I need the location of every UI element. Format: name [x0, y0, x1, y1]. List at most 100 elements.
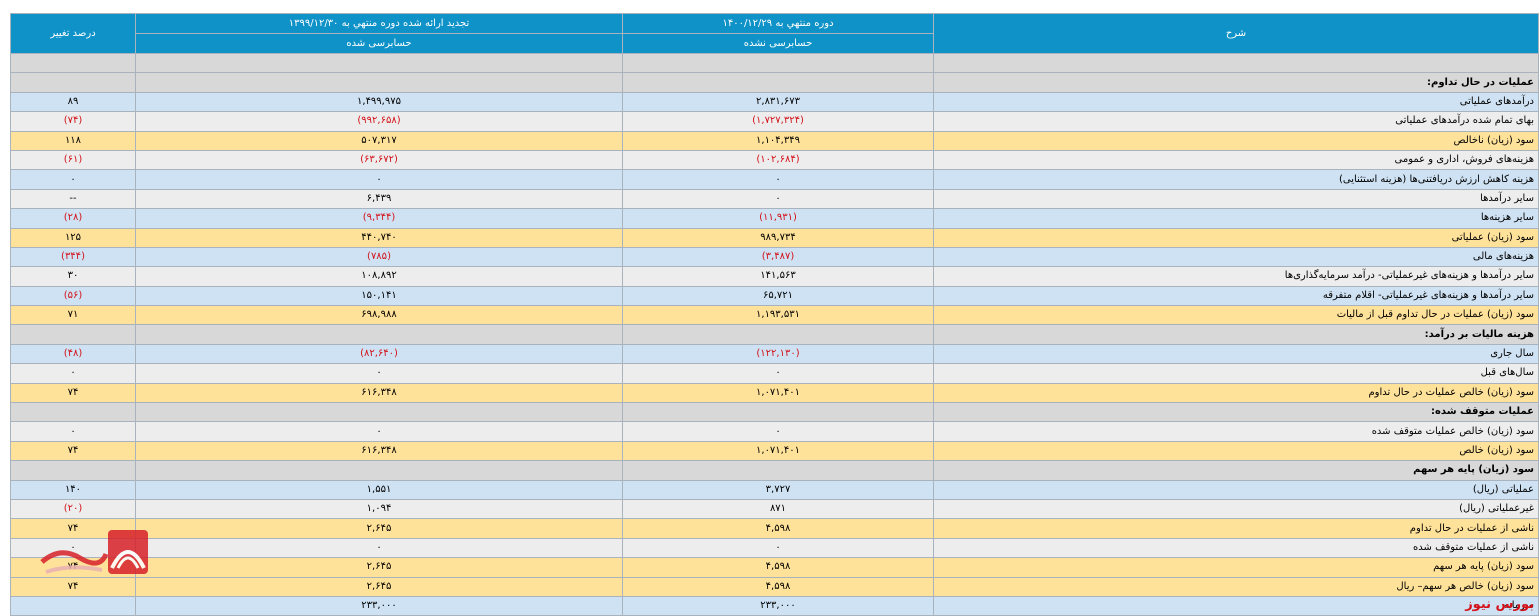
table-row: سود (زیان) خالص عملیات متوقف شده ۰ ۰ ۰ — [10, 421, 1539, 442]
table-row: غیرعملیاتی (ریال) ۸۷۱ ۱,۰۹۴ (۲۰) — [10, 498, 1539, 520]
header-previous-audit-status: حسابرسی شده — [135, 33, 623, 54]
table-row: سود (زیان) خالص ۱,۰۷۱,۴۰۱ ۶۱۶,۳۴۸ ۷۴ — [10, 440, 1539, 462]
row-percent-change: ۸۹ — [10, 91, 136, 113]
brand-watermark: بورس نیوز — [1465, 597, 1534, 612]
row-current-value: ۰ — [622, 421, 934, 442]
table-row: هزینه‌های فروش، اداری و عمومی (۱۰۲,۶۸۴) (۶… — [10, 149, 1539, 171]
row-percent-change: (۶۱) — [10, 149, 136, 171]
row-percent-change: ۱۲۵ — [10, 227, 136, 248]
row-previous-value: ۱,۰۹۴ — [135, 498, 623, 520]
row-previous-value: ۰ — [135, 537, 623, 559]
row-previous-value: ۶۱۶,۳۴۸ — [135, 382, 623, 404]
row-percent-change: (۲۸) — [10, 208, 136, 229]
table-row: عملیاتی (ریال) ۳,۷۲۷ ۱,۵۵۱ ۱۴۰ — [10, 479, 1539, 500]
row-previous-value — [135, 402, 623, 423]
row-current-value: ۱,۰۷۱,۴۰۱ — [622, 382, 934, 404]
header-current-audit-status: حسابرسی نشده — [622, 33, 934, 54]
row-description: سال جاری — [933, 343, 1539, 365]
row-previous-value — [135, 72, 623, 93]
row-percent-change: ۳۰ — [10, 266, 136, 287]
row-current-value: ۰ — [622, 188, 934, 210]
table-row: ناشی از عملیات در حال تداوم ۴,۵۹۸ ۲,۶۴۵ ۷۴ — [10, 518, 1539, 539]
row-previous-value: ۰ — [135, 169, 623, 190]
row-percent-change — [10, 324, 136, 345]
row-description: سایر درآمدها — [933, 188, 1539, 210]
row-current-value: (۱۲۲,۱۳۰) — [622, 343, 934, 365]
table-row: درآمدهای عملیاتی ۲,۸۳۱,۶۷۳ ۱,۴۹۹,۹۷۵ ۸۹ — [10, 91, 1539, 113]
row-previous-value — [135, 52, 623, 74]
table-row: سود (زیان) خالص هر سهم– ریال ۴,۵۹۸ ۲,۶۴۵ ۷۴ — [10, 576, 1539, 597]
row-current-value: ۹۸۹,۷۳۴ — [622, 227, 934, 248]
row-description: عملیات در حال تداوم: — [933, 72, 1539, 93]
row-description: سود (زیان) خالص — [933, 440, 1539, 462]
table-row: سال‌های قبل ۰ ۰ ۰ — [10, 363, 1539, 384]
row-previous-value: ۵۰۷,۳۱۷ — [135, 130, 623, 151]
row-description: سود (زیان) پایه هر سهم — [933, 557, 1539, 578]
row-percent-change: (۴۸) — [10, 343, 136, 365]
row-current-value: ۳,۷۲۷ — [622, 479, 934, 500]
row-description: سایر هزینه‌ها — [933, 208, 1539, 229]
section-header-row: عملیات متوقف شده: — [10, 402, 1539, 423]
row-description: غیرعملیاتی (ریال) — [933, 498, 1539, 520]
row-description: هزینه کاهش ارزش دریافتنی‌ها (هزینه استثن… — [933, 169, 1539, 190]
row-previous-value: ۲,۶۴۵ — [135, 518, 623, 539]
row-previous-value: ۶,۴۳۹ — [135, 188, 623, 210]
row-previous-value: ۱۰۸,۸۹۲ — [135, 266, 623, 287]
row-current-value: ۲,۸۳۱,۶۷۳ — [622, 91, 934, 113]
row-previous-value: ۰ — [135, 421, 623, 442]
header-subrow: حسابرسی نشده حسابرسی شده — [11, 33, 1539, 54]
row-percent-change: -- — [10, 188, 136, 210]
row-percent-change: (۳۴۴) — [10, 246, 136, 268]
row-current-value: ۸۷۱ — [622, 498, 934, 520]
row-percent-change — [10, 595, 136, 616]
row-previous-value: ۲۳۳,۰۰۰ — [135, 595, 623, 616]
row-description — [933, 52, 1539, 74]
row-previous-value: (۹۹۲,۶۵۸) — [135, 111, 623, 132]
table-row: بهای تمام شده درآمدهای عملیاتی (۱,۷۲۷,۳۲۴… — [10, 111, 1539, 132]
row-description: سرمایه — [933, 595, 1539, 616]
row-current-value: ۴,۵۹۸ — [622, 576, 934, 597]
row-previous-value: ۲,۶۴۵ — [135, 557, 623, 578]
row-current-value: ۱,۱۹۳,۵۳۱ — [622, 305, 934, 326]
header-percent-change: درصد تغییر — [10, 13, 136, 54]
table-row: سود (زیان) عملیات در حال تداوم قبل از ما… — [10, 305, 1539, 326]
table-row: سایر درآمدها و هزینه‌های غیرعملیاتی- اقل… — [10, 285, 1539, 307]
row-current-value: ۱,۰۷۱,۴۰۱ — [622, 440, 934, 462]
row-description: عملیات متوقف شده: — [933, 402, 1539, 423]
income-statement-table: شرح دوره منتهي به ۱۴۰۰/۱۲/۲۹ تجدید ارائه… — [10, 13, 1539, 616]
row-description: بهای تمام شده درآمدهای عملیاتی — [933, 111, 1539, 132]
row-current-value: (۱۰۲,۶۸۴) — [622, 149, 934, 171]
row-previous-value: ۶۹۸,۹۸۸ — [135, 305, 623, 326]
table-row: سایر درآمدها ۰ ۶,۴۳۹ -- — [10, 188, 1539, 210]
row-percent-change: (۵۶) — [10, 285, 136, 307]
row-percent-change: ۷۴ — [10, 440, 136, 462]
table-row: هزینه کاهش ارزش دریافتنی‌ها (هزینه استثن… — [10, 169, 1539, 190]
section-header-row — [10, 52, 1539, 74]
row-description: ناشی از عملیات متوقف شده — [933, 537, 1539, 559]
row-current-value — [622, 402, 934, 423]
financial-statement-table-wrapper: شرح دوره منتهي به ۱۴۰۰/۱۲/۲۹ تجدید ارائه… — [10, 13, 1539, 616]
table-row: ناشی از عملیات متوقف شده ۰ ۰ ۰ — [10, 537, 1539, 559]
row-description: سود (زیان) خالص عملیات در حال تداوم — [933, 382, 1539, 404]
row-current-value: ۱۴۱,۵۶۳ — [622, 266, 934, 287]
row-percent-change: (۷۴) — [10, 111, 136, 132]
row-description: ناشی از عملیات در حال تداوم — [933, 518, 1539, 539]
row-previous-value: ۱,۴۹۹,۹۷۵ — [135, 91, 623, 113]
table-row: سود (زیان) خالص عملیات در حال تداوم ۱,۰۷۱… — [10, 382, 1539, 404]
row-previous-value: (۸۲,۶۴۰) — [135, 343, 623, 365]
row-percent-change: ۱۱۸ — [10, 130, 136, 151]
row-percent-change: ۱۴۰ — [10, 479, 136, 500]
table-row: سود (زیان) ناخالص ۱,۱۰۴,۳۴۹ ۵۰۷,۳۱۷ ۱۱۸ — [10, 130, 1539, 151]
row-percent-change — [10, 460, 136, 481]
row-percent-change — [10, 72, 136, 93]
bourse-news-logo — [40, 530, 148, 574]
row-current-value — [622, 72, 934, 93]
row-description: سود (زیان) عملیاتی — [933, 227, 1539, 248]
table-body: عملیات در حال تداوم: درآمدهای عملیاتی ۲,۸۳… — [10, 52, 1539, 616]
table-row: سایر درآمدها و هزینه‌های غیرعملیاتی- درآ… — [10, 266, 1539, 287]
row-previous-value: ۱,۵۵۱ — [135, 479, 623, 500]
row-percent-change: (۲۰) — [10, 498, 136, 520]
table-row: سود (زیان) عملیاتی ۹۸۹,۷۳۴ ۴۴۰,۷۴۰ ۱۲۵ — [10, 227, 1539, 248]
row-previous-value: ۱۵۰,۱۴۱ — [135, 285, 623, 307]
row-description: سود (زیان) پایه هر سهم — [933, 460, 1539, 481]
